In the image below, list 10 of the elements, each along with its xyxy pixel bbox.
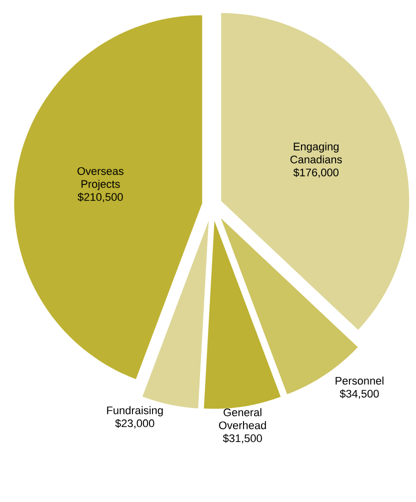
slice-label: Personnel xyxy=(336,376,384,385)
slice-label: General Overhead xyxy=(219,408,266,430)
data-label: $31,500 xyxy=(222,434,262,444)
data-label: $23,000 xyxy=(115,418,154,428)
slice-label: Engaging Canadians xyxy=(290,142,342,164)
data-label: $176,000 xyxy=(293,168,338,178)
data-label: $210,500 xyxy=(78,192,123,202)
slice-label: Overseas Projects xyxy=(78,167,124,190)
slice-label: Fundraising xyxy=(107,406,163,416)
data-label: $34,500 xyxy=(340,389,379,399)
